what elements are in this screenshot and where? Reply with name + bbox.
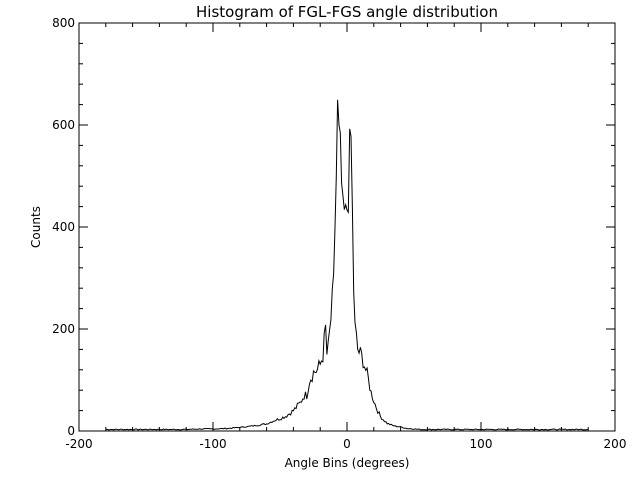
- x-tick-label: -100: [199, 437, 226, 451]
- x-tick-label: -200: [65, 437, 92, 451]
- tick-marks: [78, 22, 616, 432]
- y-tick-label: 600: [52, 118, 75, 132]
- y-axis-label: Counts: [29, 206, 43, 248]
- y-tick-label: 200: [52, 322, 75, 336]
- x-tick-label: 200: [604, 437, 627, 451]
- x-tick-label: 0: [343, 437, 351, 451]
- series-line: [105, 99, 589, 431]
- x-axis-label: Angle Bins (degrees): [285, 456, 410, 470]
- plot-frame: [78, 22, 616, 432]
- y-tick-label: 400: [52, 220, 75, 234]
- y-tick-label: 800: [52, 16, 75, 30]
- y-tick-label: 0: [67, 424, 75, 438]
- chart-title: Histogram of FGL-FGS angle distribution: [196, 3, 498, 21]
- x-tick-label: 100: [470, 437, 493, 451]
- y-tick-labels: 0 200 400 600 800: [52, 16, 75, 438]
- x-tick-labels: -200 -100 0 100 200: [65, 437, 626, 451]
